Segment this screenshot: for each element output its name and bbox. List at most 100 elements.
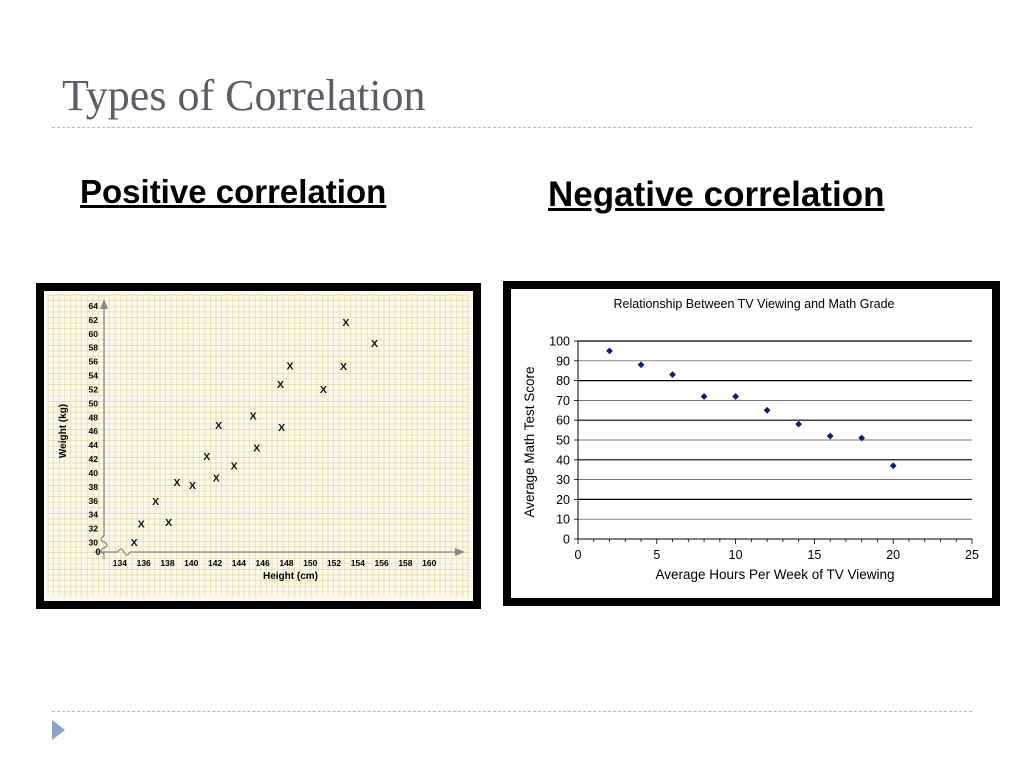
data-point — [763, 406, 771, 414]
origin-label: 0 — [95, 547, 100, 557]
data-point: X — [165, 517, 172, 529]
chart-grid — [47, 294, 470, 597]
positive-correlation-chart: 134 136 138 140 142 144 146 148 150 152 154 156 158 1… — [44, 291, 473, 601]
x-tick-label: 10 — [729, 548, 743, 562]
y-axis-label: Average Math Test Score — [522, 366, 537, 517]
data-point: X — [342, 317, 349, 329]
data-point: X — [277, 379, 284, 391]
x-tick-label: 134 — [113, 558, 127, 568]
slide-title: Types of Correlation — [62, 71, 426, 120]
x-tick-label: 154 — [351, 558, 365, 568]
negative-correlation-chart-frame: Relationship Between TV Viewing and Math… — [503, 281, 1000, 606]
data-point: X — [213, 472, 220, 484]
x-axis-label: Height (cm) — [263, 571, 318, 582]
y-tick-label: 42 — [89, 454, 99, 464]
data-point: X — [215, 420, 222, 432]
x-tick-label: 158 — [398, 558, 412, 568]
data-point: X — [371, 338, 378, 350]
play-triangle-icon[interactable] — [52, 720, 65, 740]
data-point: X — [173, 477, 180, 489]
y-tick-label: 64 — [89, 301, 99, 311]
title-divider — [52, 127, 972, 128]
x-tick-label: 152 — [327, 558, 341, 568]
y-tick-label: 90 — [556, 354, 570, 368]
x-tick-label: 136 — [137, 558, 151, 568]
data-point: X — [189, 480, 196, 492]
y-tick-label: 54 — [89, 371, 99, 381]
negative-correlation-heading: Negative correlation — [548, 175, 885, 214]
y-tick-label: 60 — [89, 329, 99, 339]
y-tick-label: 20 — [556, 493, 570, 507]
data-point: X — [340, 361, 347, 373]
data-point: X — [253, 442, 260, 454]
chart-grid — [578, 340, 972, 520]
x-tick-label: 140 — [184, 558, 198, 568]
y-tick-label: 50 — [89, 398, 99, 408]
data-point: X — [287, 360, 294, 372]
x-tick-label: 148 — [279, 558, 293, 568]
data-point: X — [203, 451, 210, 463]
data-point — [606, 347, 613, 355]
x-axis-break — [117, 548, 455, 556]
x-tick-label: 150 — [303, 558, 317, 568]
x-tick-label: 5 — [653, 548, 660, 562]
x-tick-label: 144 — [232, 558, 246, 568]
chart-axes — [574, 340, 973, 544]
positive-correlation-chart-frame: 134 136 138 140 142 144 146 148 150 152 154 156 158 1… — [36, 283, 481, 609]
data-point: X — [138, 518, 145, 530]
data-point: X — [320, 384, 327, 396]
data-point: X — [278, 422, 285, 434]
y-tick-label: 10 — [556, 513, 570, 527]
y-axis-arrowhead — [100, 299, 108, 309]
data-point: X — [231, 461, 238, 473]
y-tick-label: 34 — [89, 510, 99, 520]
y-tick-label: 52 — [89, 384, 99, 394]
x-tick-label: 15 — [807, 548, 821, 562]
data-point — [889, 462, 897, 470]
data-point — [732, 393, 739, 400]
y-axis-label: Weight (kg) — [58, 404, 69, 458]
y-tick-label: 36 — [89, 496, 99, 506]
x-axis-arrowhead — [455, 548, 465, 556]
y-tick-label: 0 — [563, 533, 570, 547]
y-tick-label: 100 — [549, 335, 570, 349]
data-point — [669, 371, 676, 379]
x-tick-label: 0 — [575, 548, 582, 562]
x-tick-label: 138 — [160, 558, 174, 568]
y-tick-label: 46 — [89, 426, 99, 436]
x-tick-label: 160 — [422, 558, 436, 568]
y-tick-label: 56 — [89, 357, 99, 367]
negative-correlation-chart: Relationship Between TV Viewing and Math… — [511, 289, 992, 598]
x-tick-label: 25 — [965, 548, 979, 562]
data-point: X — [131, 537, 138, 549]
data-point: X — [152, 496, 159, 508]
y-tick-label: 70 — [556, 394, 570, 408]
y-tick-label: 60 — [556, 414, 570, 428]
x-tick-label: 146 — [256, 558, 270, 568]
chart-title: Relationship Between TV Viewing and Math… — [614, 297, 895, 311]
y-tick-label: 50 — [556, 434, 570, 448]
x-axis-label: Average Hours Per Week of TV Viewing — [655, 567, 894, 582]
y-tick-label: 40 — [89, 468, 99, 478]
data-point — [826, 432, 834, 440]
x-tick-label: 156 — [375, 558, 389, 568]
data-point — [637, 361, 645, 369]
y-tick-label: 32 — [89, 524, 99, 534]
chart-background — [511, 289, 992, 598]
y-tick-label: 30 — [89, 538, 99, 548]
positive-correlation-heading: Positive correlation — [80, 173, 387, 210]
y-tick-label: 38 — [89, 482, 99, 492]
data-point: X — [250, 410, 257, 422]
y-tick-label: 48 — [89, 412, 99, 422]
y-tick-label: 62 — [89, 315, 99, 325]
y-tick-label: 58 — [89, 343, 99, 353]
y-tick-label: 30 — [556, 473, 570, 487]
tick-labels: 134 136 138 140 142 144 146 148 150 152 154 156 158 1… — [89, 301, 437, 568]
y-tick-label: 40 — [556, 453, 570, 467]
data-point — [700, 393, 708, 400]
chart-axes — [94, 299, 465, 559]
y-tick-label: 80 — [556, 374, 570, 388]
tick-labels: 0 5 10 15 20 25 0 10 20 30 40 50 60 70 80 90 100 — [549, 335, 979, 563]
y-tick-label: 44 — [89, 440, 99, 450]
